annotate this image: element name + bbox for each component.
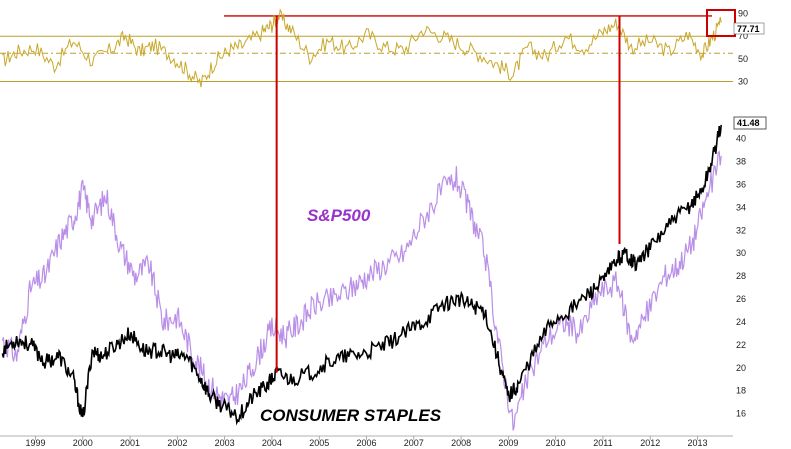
oscillator-y-tick-30: 30	[738, 76, 748, 86]
price-y-tick-26: 26	[736, 294, 746, 304]
price-y-tick-16: 16	[736, 409, 746, 419]
x-tick-label-2007: 2007	[404, 438, 424, 448]
price-y-tick-20: 20	[736, 363, 746, 373]
price-y-tick-36: 36	[736, 179, 746, 189]
x-tick-label-2009: 2009	[498, 438, 518, 448]
signal-markers	[275, 15, 621, 373]
x-tick-label-2010: 2010	[546, 438, 566, 448]
oscillator-reference-lines	[0, 15, 733, 82]
spx-line	[1, 150, 722, 431]
oscillator-tag-box	[733, 22, 765, 35]
x-tick-label-2011: 2011	[593, 438, 612, 448]
x-tick-label-2002: 2002	[167, 438, 187, 448]
oscillator-last-value-tag: 77.71	[733, 22, 765, 35]
price-y-tick-24: 24	[736, 317, 746, 327]
price-y-tick-32: 32	[736, 225, 746, 235]
oscillator-panel: 90 70 50 30 77.71	[0, 0, 765, 98]
oscillator-y-tick-50: 50	[738, 54, 748, 64]
consumer-staples-series-label: CONSUMER STAPLES	[260, 406, 442, 425]
oscillator-last-value: 77.71	[737, 24, 760, 34]
price-last-value: 41.48	[737, 118, 760, 128]
x-axis-ticks: 1999 2000 2001 2002 2003 2004 2005 2006 2007 2008…	[25, 436, 708, 448]
x-tick-label-2001: 2001	[120, 438, 140, 448]
x-tick-label-2004: 2004	[262, 438, 282, 448]
price-tag-box	[733, 116, 767, 130]
x-axis: 1999 2000 2001 2002 2003 2004 2005 2006 2007 2008…	[0, 435, 733, 448]
x-tick-label-2003: 2003	[215, 438, 235, 448]
x-tick-label-2008: 2008	[451, 438, 471, 448]
price-y-tick-34: 34	[736, 202, 746, 212]
price-y-axis: 16 18 20 22 24 26 28 30 32 34 36 38 40	[736, 134, 746, 419]
price-y-tick-28: 28	[736, 271, 746, 281]
x-tick-label-1999: 1999	[25, 438, 45, 448]
x-tick-label-2000: 2000	[73, 438, 93, 448]
price-y-tick-38: 38	[736, 157, 746, 167]
x-tick-label-2013: 2013	[688, 438, 708, 448]
oscillator-y-axis: 90 70 50 30	[738, 9, 748, 87]
x-tick-label-2006: 2006	[356, 438, 376, 448]
consumer-staples-line	[1, 124, 722, 426]
price-y-tick-18: 18	[736, 386, 746, 396]
price-y-tick-22: 22	[736, 340, 746, 350]
x-tick-label-2005: 2005	[309, 438, 329, 448]
oscillator-y-tick-90: 90	[738, 9, 748, 19]
x-tick-label-2012: 2012	[640, 438, 660, 448]
price-y-tick-40: 40	[736, 134, 746, 144]
price-last-value-tag: 41.48	[733, 116, 767, 130]
oscillator-line	[2, 8, 722, 88]
spx-series-label: S&P500	[307, 206, 371, 225]
price-y-tick-30: 30	[736, 248, 746, 258]
oscillator-y-tick-70: 70	[738, 31, 748, 41]
